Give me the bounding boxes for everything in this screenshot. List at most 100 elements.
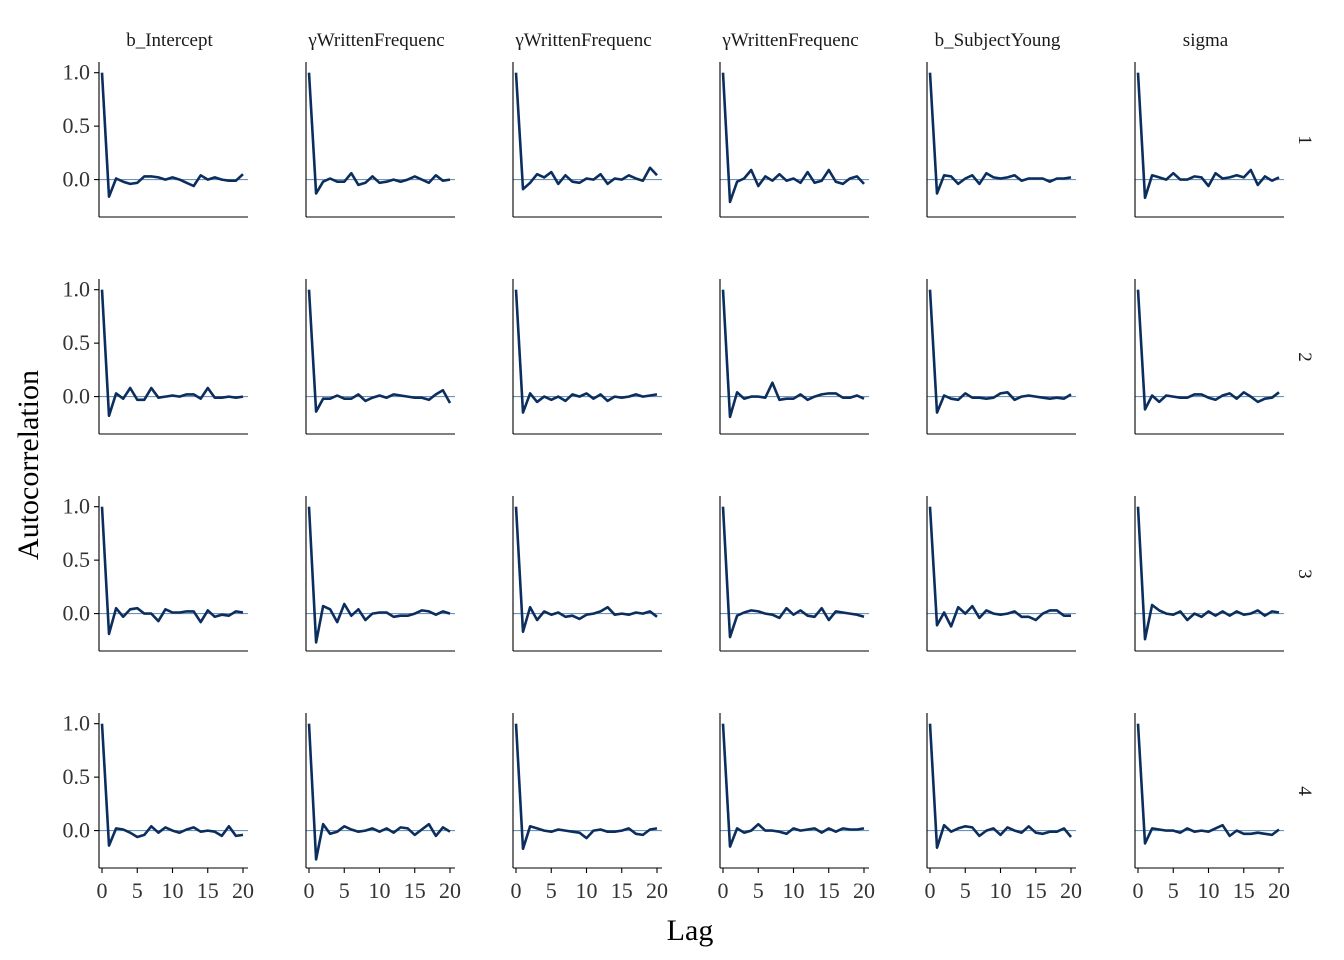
y-axis-title: Autocorrelation: [12, 370, 45, 560]
facet-panel: 0.0 0.5 1.0: [63, 494, 248, 652]
x-tick-label: 10: [1198, 878, 1220, 903]
acf-series-line: [1136, 72, 1280, 200]
y-tick-label: 1.0: [63, 277, 91, 302]
acf-series-line: [721, 723, 865, 848]
x-tick-label: 5: [753, 878, 764, 903]
facet-panel: 0 5 10 15 20: [511, 713, 668, 903]
facet-panel: [512, 279, 662, 435]
y-tick-label: 0.5: [63, 113, 91, 138]
facet-panel: 0.0 0.5 1.0: [63, 60, 248, 218]
acf-series-line: [307, 723, 451, 861]
column-strip-labels: b_Intercept γWrittenFrequenc γWrittenFrequ…: [126, 30, 1229, 51]
strip-label-column: sigma: [1183, 30, 1229, 51]
acf-series-line: [721, 289, 865, 419]
acf-series-line: [514, 289, 658, 414]
acf-series-line: [514, 72, 658, 191]
facet-panel: [305, 62, 455, 218]
x-tick-label: 20: [232, 878, 254, 903]
x-tick-label: 20: [439, 878, 461, 903]
facet-panel: [512, 62, 662, 218]
acf-series-line: [514, 506, 658, 634]
y-tick-label: 1.0: [63, 711, 91, 736]
y-tick-label: 0.0: [63, 384, 91, 409]
y-tick-label: 1.0: [63, 60, 91, 85]
facet-panel: [926, 496, 1076, 652]
x-axis-title: Lag: [667, 914, 714, 947]
x-tick-label: 0: [511, 878, 522, 903]
strip-label-column: γWrittenFrequenc: [307, 30, 444, 51]
strip-label-column: γWrittenFrequenc: [721, 30, 858, 51]
facet-panel: [719, 62, 869, 218]
acf-series-line: [928, 506, 1071, 628]
y-tick-label: 0.0: [63, 167, 91, 192]
y-tick-label: 0.5: [63, 330, 91, 355]
facet-panel: 0.0 0.5 1.0 0 5 10 15 20: [63, 711, 255, 903]
y-tick-label: 1.0: [63, 494, 91, 519]
acf-series-line: [721, 72, 865, 204]
x-tick-label: 15: [611, 878, 633, 903]
acf-series-line: [514, 723, 658, 851]
strip-label-row: 4: [1294, 786, 1315, 796]
facet-panel: [1134, 62, 1284, 218]
facet-panel: [305, 496, 455, 652]
facet-panel: [926, 62, 1076, 218]
acf-series-line: [307, 506, 451, 644]
acf-series-line: [721, 506, 865, 639]
x-tick-label: 0: [925, 878, 936, 903]
acf-series-line: [307, 289, 452, 413]
x-tick-label: 20: [853, 878, 875, 903]
facet-panel: [926, 279, 1076, 435]
facet-panel: [1134, 496, 1284, 652]
acf-series-line: [100, 289, 244, 418]
acf-series-line: [100, 723, 244, 847]
row-strip-labels: 1 2 3 4: [1294, 135, 1315, 796]
x-tick-label: 5: [960, 878, 971, 903]
x-tick-label: 20: [646, 878, 668, 903]
facet-panel: 0 5 10 15 20: [1133, 713, 1290, 903]
acf-series-line: [928, 72, 1072, 195]
x-tick-label: 0: [97, 878, 108, 903]
x-tick-label: 10: [576, 878, 598, 903]
x-tick-label: 10: [783, 878, 805, 903]
y-tick-label: 0.0: [63, 818, 91, 843]
x-tick-label: 15: [197, 878, 219, 903]
facet-panel: 0.0 0.5 1.0: [63, 277, 248, 435]
facet-panel: 0 5 10 15 20: [718, 713, 875, 903]
acf-series-line: [928, 723, 1073, 850]
strip-label-column: b_SubjectYoung: [935, 30, 1061, 51]
acf-series-line: [1136, 723, 1280, 845]
acf-series-line: [100, 72, 244, 198]
facet-panel: 0 5 10 15 20: [304, 713, 461, 903]
facet-panel: [719, 496, 869, 652]
acf-series-line: [1136, 289, 1280, 411]
strip-label-column: b_Intercept: [126, 30, 213, 51]
acf-series-line: [928, 289, 1072, 414]
y-tick-label: 0.0: [63, 601, 91, 626]
x-tick-label: 5: [132, 878, 143, 903]
x-tick-label: 15: [1025, 878, 1047, 903]
x-tick-label: 15: [818, 878, 840, 903]
x-tick-label: 0: [1133, 878, 1144, 903]
x-tick-label: 15: [1233, 878, 1255, 903]
facet-panel: [719, 279, 869, 435]
facet-panel: [305, 279, 455, 435]
strip-label-row: 3: [1294, 569, 1315, 579]
facet-panels: 0.00.51.00.00.51.00.00.51.00.00.51.00 5 10…: [63, 60, 1291, 903]
facet-panel: 0 5 10 15 20: [925, 713, 1082, 903]
x-tick-label: 5: [546, 878, 557, 903]
acf-series-line: [1136, 506, 1280, 641]
x-tick-label: 20: [1060, 878, 1082, 903]
x-tick-label: 20: [1268, 878, 1290, 903]
x-tick-label: 10: [162, 878, 184, 903]
strip-label-column: γWrittenFrequenc: [514, 30, 651, 51]
facet-panel: [1134, 279, 1284, 435]
x-tick-label: 15: [404, 878, 426, 903]
facet-panel: [512, 496, 662, 652]
x-tick-label: 10: [990, 878, 1012, 903]
x-tick-label: 10: [369, 878, 391, 903]
x-tick-label: 5: [1168, 878, 1179, 903]
y-tick-label: 0.5: [63, 547, 91, 572]
x-tick-label: 5: [339, 878, 350, 903]
strip-label-row: 1: [1294, 135, 1315, 145]
